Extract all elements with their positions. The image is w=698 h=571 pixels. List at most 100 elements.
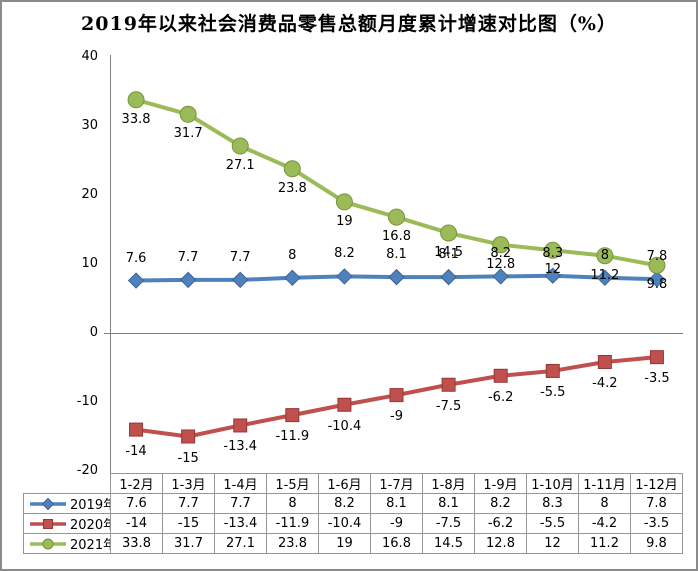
series-2020-marker — [649, 350, 664, 365]
y-axis-tick-label: 10 — [81, 256, 98, 271]
table-cell-2020: -11.9 — [266, 513, 319, 534]
legend-key-2019: 2019年 — [23, 493, 111, 514]
table-cell-2020: -9 — [370, 513, 423, 534]
data-label-2019: 7.7 — [177, 249, 199, 265]
series-2019-marker — [336, 268, 353, 285]
series-2021-marker — [283, 160, 301, 178]
data-label-2020: -9 — [390, 409, 403, 425]
table-header-cell: 1-8月 — [422, 473, 475, 494]
data-label-2019: 7.8 — [646, 249, 668, 265]
data-label-2019: 8 — [288, 247, 297, 263]
data-label-2020: -13.4 — [223, 439, 258, 455]
table-cell-2021: 23.8 — [266, 533, 319, 554]
data-label-2020: -6.2 — [487, 389, 514, 405]
data-label-2021: 9.8 — [646, 277, 668, 293]
y-axis-tick-label: 0 — [89, 325, 98, 340]
data-label-2020: -11.9 — [275, 429, 310, 445]
data-label-2020: -3.5 — [644, 371, 670, 387]
series-2020-marker — [129, 422, 144, 437]
data-label-2020: -4.2 — [592, 375, 618, 391]
series-2019-marker — [440, 268, 457, 286]
table-cell-2020: -10.4 — [318, 513, 371, 534]
table-cell-2019: 7.6 — [110, 493, 163, 514]
y-axis-tick-label: 40 — [81, 49, 98, 64]
data-label-2019: 8.3 — [542, 245, 564, 261]
series-2021-marker — [335, 193, 353, 211]
table-corner-cell — [24, 474, 111, 494]
series-2019-marker — [284, 269, 301, 287]
table-cell-2021: 11.2 — [578, 533, 631, 554]
table-cell-2021: 9.8 — [630, 533, 683, 554]
data-label-2021: 16.8 — [382, 229, 411, 245]
table-cell-2021: 27.1 — [214, 533, 267, 554]
data-label-2021: 31.7 — [173, 126, 203, 142]
legend-marker-icon — [43, 518, 53, 529]
series-2019-marker — [388, 268, 405, 286]
table-cell-2019: 8.1 — [370, 493, 423, 514]
series-2020-marker — [597, 354, 612, 369]
series-2021-marker — [544, 241, 562, 259]
table-cell-2019: 7.8 — [630, 493, 683, 514]
data-label-2021: 11.2 — [590, 267, 620, 283]
table-header-cell: 1-6月 — [318, 473, 371, 494]
table-header-cell: 1-10月 — [526, 473, 579, 494]
data-label-2019: 8.1 — [438, 247, 459, 263]
table-cell-2021: 14.5 — [422, 533, 475, 554]
table-header-cell: 1-3月 — [162, 473, 215, 494]
data-label-2019: 8.1 — [386, 247, 407, 263]
data-label-2021: 27.1 — [225, 158, 255, 173]
series-2020-marker — [233, 418, 248, 433]
table-cell-2021: 19 — [318, 533, 371, 554]
table-cell-2019: 7.7 — [162, 493, 215, 514]
series-2020-marker — [441, 377, 456, 392]
table-cell-2021: 16.8 — [370, 533, 423, 554]
series-2019-marker — [179, 271, 197, 289]
legend-key-2020: 2020年 — [23, 513, 111, 534]
table-cell-2021: 12 — [526, 533, 579, 554]
series-2019-marker — [596, 269, 614, 287]
legend-label: 2019年 — [70, 498, 110, 513]
table-cell-2020: -3.5 — [630, 513, 683, 534]
legend-2021-swatch-icon — [30, 538, 66, 549]
series-2020-marker — [389, 388, 404, 403]
series-2019-marker — [232, 271, 249, 289]
data-label-2020: -7.5 — [435, 398, 462, 414]
table-header-cell: 1-5月 — [266, 473, 319, 494]
table-header-cell: 1-9月 — [474, 473, 527, 494]
y-axis-tick-label: -10 — [76, 394, 98, 409]
table-header-cell: 1-4月 — [214, 473, 267, 494]
table-cell-2019: 8 — [266, 493, 319, 514]
table-cell-2021: 12.8 — [474, 533, 527, 554]
table-header-cell: 1-7月 — [370, 473, 423, 494]
series-2021-marker — [596, 247, 614, 265]
y-axis-tick-label: -20 — [76, 463, 98, 478]
table-cell-2020: -15 — [162, 513, 215, 534]
table-cell-2019: 8.1 — [422, 493, 475, 514]
table-cell-2019: 8.2 — [474, 493, 527, 514]
series-2020-marker — [181, 429, 196, 444]
data-label-2020: -14 — [125, 443, 147, 459]
table-cell-2019: 7.7 — [214, 493, 267, 514]
series-2019-marker — [648, 270, 666, 288]
series-2019-marker — [492, 268, 509, 285]
legend-2020-swatch-icon — [30, 518, 66, 529]
table-cell-2020: -5.5 — [526, 513, 579, 534]
series-2021-marker — [179, 105, 197, 123]
data-label-2020: -5.5 — [540, 384, 566, 400]
series-2021-marker — [440, 224, 458, 242]
series-2021-marker — [648, 256, 666, 274]
legend-label: 2021年 — [70, 538, 110, 553]
chart-title: 2019年以来社会消费品零售总额月度累计增速对比图（%） — [81, 13, 617, 35]
data-label-2019: 7.6 — [125, 250, 147, 266]
table-header-cell: 1-12月 — [630, 473, 683, 494]
series-2020-marker — [493, 368, 508, 383]
data-label-2021: 33.8 — [121, 111, 151, 127]
table-cell-2020: -4.2 — [578, 513, 631, 534]
y-axis-tick-label: 30 — [81, 118, 98, 133]
data-label-2021: 23.8 — [277, 180, 307, 196]
series-2019-marker — [544, 267, 561, 284]
series-2020-marker — [285, 408, 300, 423]
data-label-2020: -10.4 — [327, 418, 362, 434]
